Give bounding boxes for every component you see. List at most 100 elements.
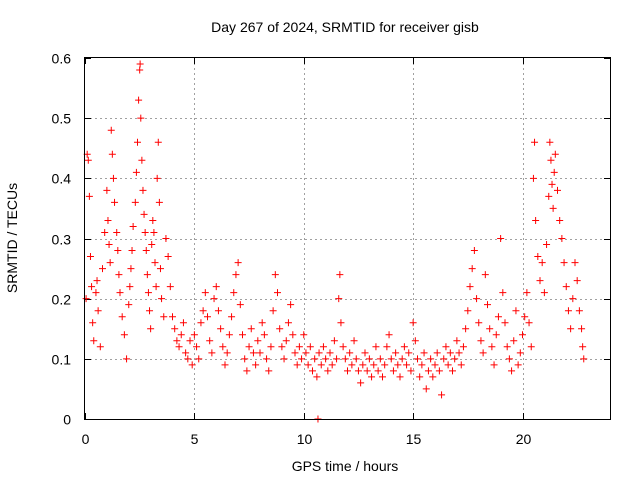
data-point bbox=[291, 349, 299, 357]
data-point bbox=[136, 60, 144, 68]
data-point bbox=[311, 355, 319, 363]
data-point bbox=[545, 192, 553, 200]
data-point bbox=[132, 168, 140, 176]
data-point bbox=[492, 331, 500, 339]
data-point bbox=[464, 307, 472, 315]
data-point bbox=[398, 355, 406, 363]
data-point bbox=[208, 349, 216, 357]
data-point bbox=[363, 367, 371, 375]
data-point bbox=[416, 373, 424, 381]
data-point bbox=[433, 349, 441, 357]
data-point bbox=[354, 367, 362, 375]
data-point bbox=[276, 325, 284, 333]
data-point bbox=[505, 355, 513, 363]
data-point bbox=[546, 138, 554, 146]
data-point bbox=[252, 361, 260, 369]
data-point bbox=[466, 283, 474, 291]
data-point bbox=[265, 367, 273, 375]
data-point bbox=[564, 307, 572, 315]
data-point bbox=[152, 283, 160, 291]
y-tick-label: 0.4 bbox=[52, 171, 72, 187]
data-point bbox=[538, 259, 546, 267]
data-point bbox=[149, 216, 157, 224]
data-point bbox=[93, 277, 101, 285]
data-point bbox=[186, 337, 194, 345]
data-point bbox=[139, 186, 147, 194]
data-point bbox=[499, 289, 507, 297]
data-point bbox=[234, 259, 242, 267]
data-point bbox=[89, 319, 97, 327]
data-point bbox=[221, 361, 229, 369]
data-point bbox=[556, 216, 564, 224]
data-point bbox=[501, 319, 509, 327]
data-point bbox=[225, 331, 233, 339]
data-point bbox=[442, 343, 450, 351]
data-point bbox=[527, 343, 535, 351]
data-point bbox=[293, 361, 301, 369]
data-point bbox=[368, 373, 376, 381]
data-point bbox=[339, 343, 347, 351]
data-point bbox=[536, 277, 544, 285]
data-point bbox=[497, 235, 505, 242]
data-point bbox=[477, 337, 485, 345]
data-point bbox=[105, 241, 113, 249]
data-point bbox=[173, 337, 181, 345]
data-point bbox=[148, 241, 156, 249]
data-point bbox=[86, 253, 94, 261]
data-point bbox=[146, 307, 154, 315]
data-point bbox=[217, 325, 225, 333]
data-point bbox=[164, 253, 172, 261]
data-point bbox=[142, 247, 150, 255]
data-point bbox=[94, 307, 102, 315]
data-point bbox=[128, 247, 136, 255]
data-point bbox=[431, 361, 439, 369]
data-point bbox=[134, 138, 141, 146]
data-point bbox=[411, 337, 419, 345]
data-point bbox=[197, 319, 205, 327]
data-point bbox=[348, 361, 356, 369]
data-point bbox=[256, 349, 264, 357]
data-point bbox=[444, 361, 452, 369]
data-point bbox=[424, 367, 432, 375]
data-point bbox=[179, 319, 187, 327]
data-point bbox=[309, 367, 316, 375]
data-point bbox=[120, 331, 128, 339]
x-tick-label: 10 bbox=[297, 431, 313, 447]
data-point bbox=[569, 295, 577, 303]
data-point bbox=[99, 265, 106, 273]
data-point bbox=[109, 174, 117, 182]
data-point bbox=[322, 355, 330, 363]
data-point bbox=[298, 355, 306, 363]
data-point bbox=[519, 331, 526, 339]
data-point bbox=[114, 247, 122, 255]
data-point bbox=[147, 325, 155, 333]
data-point bbox=[107, 126, 115, 134]
data-point bbox=[188, 361, 196, 369]
data-point bbox=[346, 349, 354, 357]
data-point bbox=[243, 367, 251, 375]
data-point bbox=[269, 307, 277, 315]
data-point bbox=[490, 361, 498, 369]
data-point bbox=[84, 156, 92, 164]
x-tick-label: 20 bbox=[516, 431, 532, 447]
data-point bbox=[385, 331, 393, 339]
data-point bbox=[554, 186, 561, 194]
data-point bbox=[337, 319, 345, 327]
data-point bbox=[488, 343, 496, 351]
data-point bbox=[578, 325, 586, 333]
data-point bbox=[350, 337, 358, 345]
data-point bbox=[453, 337, 461, 345]
y-tick-label: 0.6 bbox=[52, 51, 72, 67]
data-point bbox=[529, 174, 537, 182]
data-point bbox=[451, 355, 459, 363]
data-point bbox=[475, 319, 483, 327]
data-point bbox=[151, 259, 159, 267]
data-point bbox=[154, 138, 162, 146]
data-point bbox=[206, 337, 214, 345]
y-tick-label: 0.2 bbox=[52, 292, 72, 308]
data-point bbox=[162, 235, 170, 242]
data-point bbox=[523, 289, 531, 297]
data-point bbox=[357, 379, 365, 387]
x-tick-label: 0 bbox=[82, 431, 90, 447]
data-point bbox=[514, 361, 522, 369]
